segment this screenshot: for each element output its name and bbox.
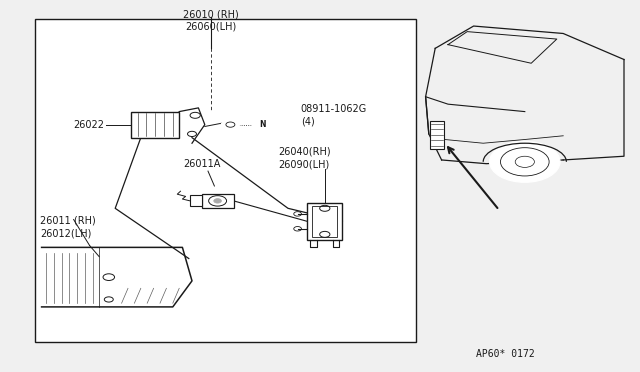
Text: 08911-1062G
(4): 08911-1062G (4) <box>301 104 367 126</box>
Text: N: N <box>259 120 266 129</box>
Bar <box>202 194 234 208</box>
Circle shape <box>252 119 273 131</box>
Text: AP60* 0172: AP60* 0172 <box>476 349 535 359</box>
Bar <box>131 112 179 138</box>
Bar <box>430 121 444 149</box>
Polygon shape <box>42 247 192 307</box>
Text: 26011 (RH)
26012(LH): 26011 (RH) 26012(LH) <box>40 216 96 238</box>
Bar <box>312 206 337 237</box>
Circle shape <box>221 119 239 130</box>
Text: 26040(RH)
26090(LH): 26040(RH) 26090(LH) <box>278 147 331 169</box>
Circle shape <box>214 199 221 203</box>
Text: 26011A: 26011A <box>183 159 220 169</box>
Text: 26010 (RH)
26060(LH): 26010 (RH) 26060(LH) <box>183 9 239 32</box>
Text: 26022: 26022 <box>74 120 104 129</box>
Bar <box>307 203 342 240</box>
Bar <box>35 19 416 342</box>
Circle shape <box>490 141 560 182</box>
Bar <box>190 195 202 206</box>
